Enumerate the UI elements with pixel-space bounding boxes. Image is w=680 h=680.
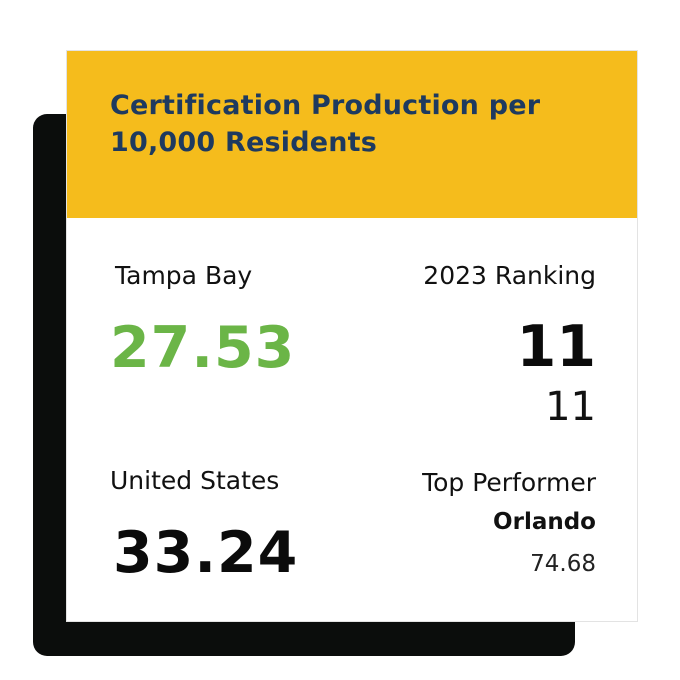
united-states-value: 33.24 bbox=[113, 520, 299, 586]
united-states-label: United States bbox=[110, 466, 280, 495]
tampa-bay-label: Tampa Bay bbox=[115, 261, 253, 290]
top-performer-value: 74.68 bbox=[530, 551, 596, 577]
ranking-value: 11 bbox=[516, 314, 596, 380]
ranking-secondary-value: 11 bbox=[545, 384, 596, 430]
card-title: Certification Production per 10,000 Resi… bbox=[110, 90, 541, 158]
tampa-bay-value: 27.53 bbox=[110, 315, 296, 381]
ranking-label: 2023 Ranking bbox=[423, 261, 596, 290]
top-performer-city: Orlando bbox=[493, 509, 596, 535]
stat-card: Certification Production per 10,000 Resi… bbox=[67, 51, 637, 621]
card-header: Certification Production per 10,000 Resi… bbox=[67, 51, 637, 218]
top-performer-label: Top Performer bbox=[422, 468, 596, 497]
